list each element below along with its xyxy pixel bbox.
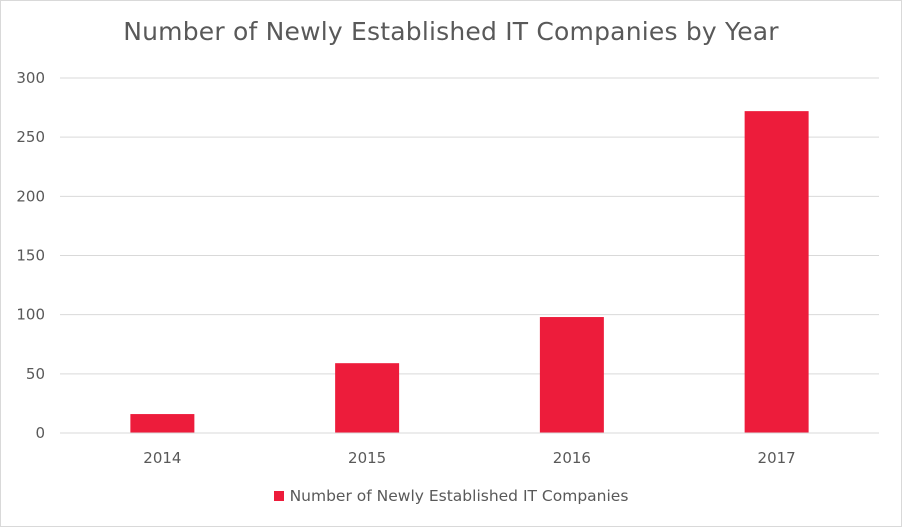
chart-legend: Number of Newly Established IT Companies — [1, 487, 901, 505]
bar — [130, 414, 195, 433]
chart-title: Number of Newly Established IT Companies… — [123, 17, 779, 46]
x-tick-label: 2017 — [758, 449, 796, 467]
y-tick-label: 200 — [16, 187, 45, 205]
y-tick-label: 250 — [16, 128, 45, 146]
bar — [744, 111, 809, 433]
x-tick-label: 2014 — [143, 449, 181, 467]
y-tick-label: 100 — [16, 306, 45, 324]
y-tick-label: 50 — [26, 365, 45, 383]
legend-swatch — [273, 491, 284, 501]
x-tick-label: 2015 — [348, 449, 386, 467]
bar — [335, 363, 400, 433]
x-tick-label: 2016 — [553, 449, 591, 467]
y-tick-label: 150 — [16, 247, 45, 265]
legend-label: Number of Newly Established IT Companies — [289, 487, 629, 505]
bar — [539, 317, 604, 433]
y-tick-label: 0 — [35, 424, 45, 442]
y-tick-label: 300 — [16, 69, 45, 87]
